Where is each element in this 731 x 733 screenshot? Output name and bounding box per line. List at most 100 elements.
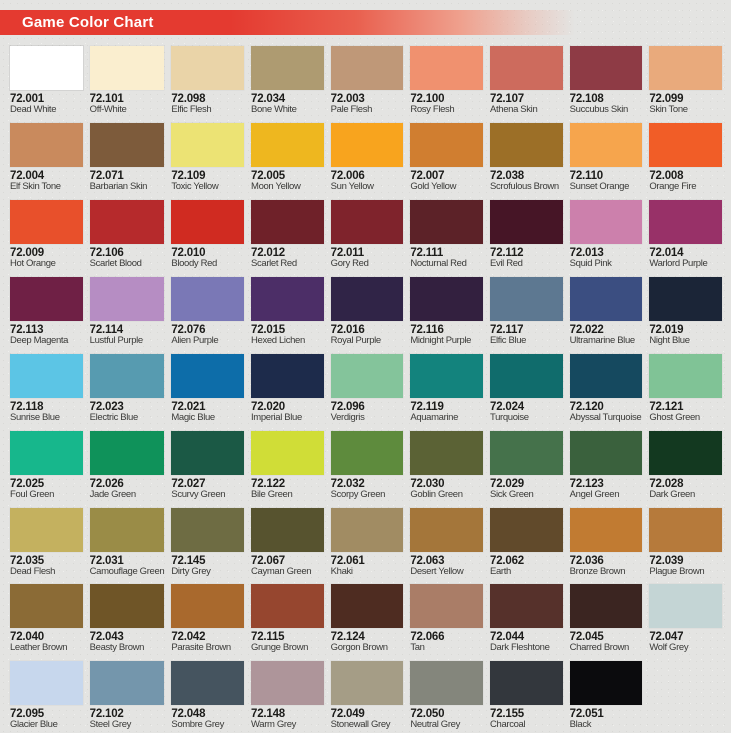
swatch-code: 72.011 <box>330 246 365 259</box>
swatch-cell: 72.006 Sun Yellow <box>330 122 404 193</box>
swatch-cell: 72.119 Aquamarine <box>410 353 483 424</box>
swatch-cell: 72.003 Pale Flesh <box>330 46 404 116</box>
color-swatch <box>649 430 722 475</box>
color-swatch <box>171 661 244 706</box>
swatch-name: Khaki <box>330 565 353 577</box>
swatch-code: 72.010 <box>171 246 206 259</box>
swatch-code: 72.029 <box>490 477 524 490</box>
swatch-code: 72.040 <box>10 631 44 644</box>
color-swatch <box>171 584 244 629</box>
swatch-code: 72.101 <box>89 93 124 105</box>
color-swatch <box>490 276 563 321</box>
color-swatch <box>10 507 83 552</box>
swatch-cell: 72.098 Elfic Flesh <box>171 46 244 116</box>
swatch-code: 72.076 <box>171 323 206 336</box>
swatch-name: Charcoal <box>490 719 526 731</box>
swatch-name: Steel Grey <box>89 719 132 731</box>
swatch-name: Succubus Skin <box>569 104 629 115</box>
swatch-code: 72.099 <box>649 93 684 105</box>
color-swatch <box>251 122 324 167</box>
swatch-name: Scarlet Red <box>251 257 297 269</box>
color-swatch <box>490 430 563 475</box>
color-swatch <box>251 353 324 398</box>
swatch-name: Rosy Flesh <box>410 104 455 115</box>
swatch-cell: 72.117 Elfic Blue <box>490 276 563 347</box>
color-swatch <box>89 46 165 90</box>
swatch-cell: 72.123 Angel Green <box>569 430 643 501</box>
swatch-code: 72.148 <box>251 708 285 721</box>
swatch-code: 72.113 <box>10 323 44 336</box>
swatch-cell: 72.076 Alien Purple <box>171 276 244 347</box>
swatch-code: 72.051 <box>569 708 604 721</box>
swatch-code: 72.071 <box>89 169 124 182</box>
swatch-code: 72.027 <box>171 477 206 490</box>
color-swatch <box>410 46 483 90</box>
swatch-code: 72.124 <box>330 631 365 644</box>
swatch-code: 72.067 <box>251 554 285 567</box>
swatch-cell: 72.004 Elf Skin Tone <box>10 122 83 193</box>
swatch-cell: 72.102 Steel Grey <box>89 661 165 731</box>
color-swatch <box>89 276 165 321</box>
swatch-cell: 72.020 Imperial Blue <box>251 353 324 424</box>
swatch-code: 72.110 <box>569 169 604 182</box>
swatch-name: Gorgon Brown <box>330 642 388 654</box>
swatch-code: 72.020 <box>251 400 285 413</box>
swatch-code: 72.015 <box>251 323 285 336</box>
color-swatch <box>410 430 483 475</box>
color-swatch <box>89 122 165 167</box>
swatch-name: Dead Flesh <box>10 565 56 577</box>
swatch-name: Warm Grey <box>251 719 297 731</box>
color-swatch <box>490 122 563 167</box>
color-swatch <box>251 661 324 706</box>
swatch-cell: 72.023 Electric Blue <box>89 353 165 424</box>
swatch-name: Charred Brown <box>569 642 630 654</box>
color-swatch <box>569 661 643 706</box>
swatch-code: 72.117 <box>490 323 524 336</box>
color-swatch <box>171 430 244 475</box>
swatch-name: Skin Tone <box>649 104 688 115</box>
swatch-code: 72.050 <box>410 708 445 721</box>
swatch-name: Foul Green <box>10 488 55 500</box>
swatch-name: Beasty Brown <box>89 642 145 654</box>
swatch-cell: 72.122 Bile Green <box>251 430 324 501</box>
swatch-name: Verdigris <box>330 411 365 423</box>
swatch-cell: 72.155 Charcoal <box>490 661 563 731</box>
color-swatch <box>89 584 165 629</box>
color-swatch <box>171 199 244 244</box>
swatch-code: 72.036 <box>569 554 604 567</box>
swatch-code: 72.096 <box>330 400 365 413</box>
swatch-cell: 72.031 Camouflage Green <box>89 507 165 578</box>
swatch-name: Royal Purple <box>330 334 382 346</box>
swatch-cell: 72.001 Dead White <box>10 46 83 116</box>
swatch-cell: 72.145 Dirty Grey <box>171 507 244 578</box>
swatch-name: Aquamarine <box>410 411 459 423</box>
swatch-cell: 72.029 Sick Green <box>490 430 563 501</box>
swatch-code: 72.023 <box>89 400 124 413</box>
swatch-name: Squid Pink <box>569 257 612 269</box>
swatch-cell: 72.108 Succubus Skin <box>569 46 643 116</box>
swatch-cell: 72.010 Bloody Red <box>171 199 244 270</box>
color-swatch <box>649 276 722 321</box>
swatch-cell: 72.071 Barbarian Skin <box>89 122 165 193</box>
swatch-name: Ultramarine Blue <box>569 334 636 346</box>
swatch-code: 72.102 <box>89 708 124 721</box>
color-swatch <box>251 584 324 629</box>
swatch-cell: 72.025 Foul Green <box>10 430 83 501</box>
swatch-name: Sunset Orange <box>569 180 630 192</box>
swatch-name: Turquoise <box>490 411 529 423</box>
color-swatch <box>10 276 83 321</box>
color-swatch <box>330 46 404 90</box>
swatch-cell: 72.099 Skin Tone <box>649 46 722 116</box>
color-swatch <box>410 276 483 321</box>
swatch-name: Gory Red <box>330 257 369 269</box>
color-swatch <box>569 46 643 90</box>
swatch-cell: 72.039 Plague Brown <box>649 507 722 578</box>
color-swatch <box>171 276 244 321</box>
color-swatch <box>649 507 722 552</box>
swatch-name: Lustful Purple <box>89 334 144 346</box>
swatch-cell: 72.022 Ultramarine Blue <box>569 276 643 347</box>
swatch-name: Imperial Blue <box>251 411 302 423</box>
swatch-code: 72.155 <box>490 708 524 721</box>
swatch-code: 72.120 <box>569 400 604 413</box>
swatch-code: 72.121 <box>649 400 684 413</box>
